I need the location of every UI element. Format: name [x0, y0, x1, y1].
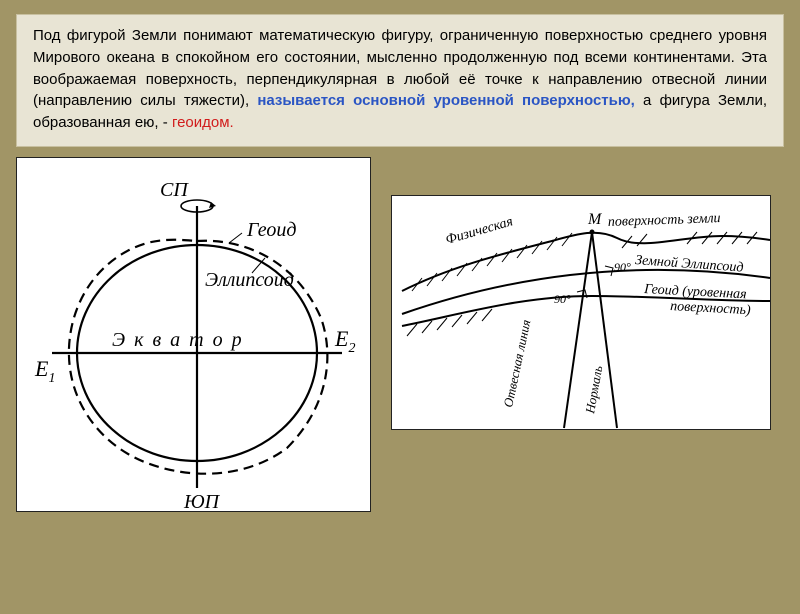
label-angle1: 90°: [614, 260, 631, 274]
label-ellipsoid2: Земной Эллипсоид: [635, 253, 744, 276]
label-yup: ЮП: [183, 491, 221, 513]
figure-cross-section: М Физическая поверхность земли Земной Эл…: [391, 195, 771, 430]
label-surface: поверхность земли: [608, 211, 721, 230]
term-level-surface: называется основной уровенной поверхност…: [257, 92, 635, 109]
figures-row: СП ЮП Геоид Эллипсоид Э к в а т о р E1 E…: [16, 157, 784, 512]
definition-box: Под фигурой Земли понимают математическу…: [16, 14, 784, 147]
label-geoid: Геоид: [246, 219, 297, 241]
label-sp: СП: [160, 179, 189, 201]
label-equator: Э к в а т о р: [112, 329, 244, 351]
label-angle2: 90°: [554, 292, 571, 306]
label-m: М: [587, 211, 603, 228]
term-geoid: геоидом.: [172, 114, 234, 131]
label-normal: Нормаль: [582, 364, 605, 415]
label-geoid-line: Геоид (уровенная: [643, 282, 747, 302]
label-plumb: Отвесная линия: [500, 318, 533, 408]
label-physical: Физическая: [444, 214, 515, 248]
label-e1: E1: [34, 356, 55, 386]
label-e2: E2: [334, 326, 355, 356]
label-geoid-line2: поверхность): [670, 299, 752, 318]
label-ellipsoid: Эллипсоид: [205, 269, 294, 291]
figure-geoid-globe: СП ЮП Геоид Эллипсоид Э к в а т о р E1 E…: [16, 157, 371, 512]
